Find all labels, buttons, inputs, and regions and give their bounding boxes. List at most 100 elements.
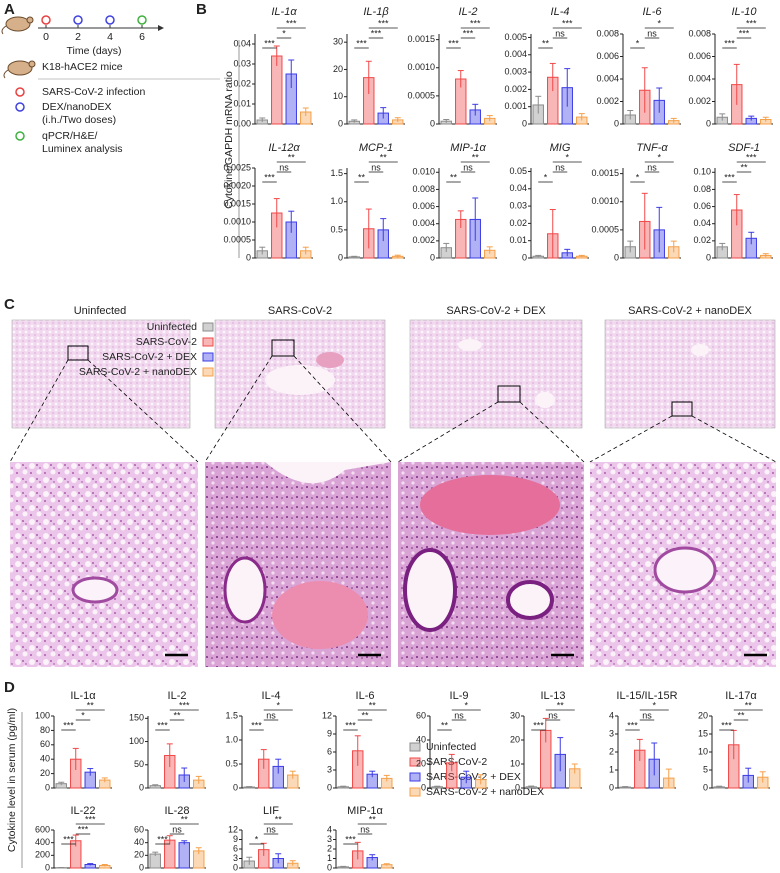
significance-label: *** <box>286 18 297 28</box>
y-tick-label: 20 <box>510 734 520 744</box>
y-tick-label: 20 <box>134 850 144 860</box>
significance-label: ns <box>555 28 565 38</box>
significance-label: *** <box>371 28 382 38</box>
y-tick-label: 15 <box>698 728 708 738</box>
y-tick-label: 0.08 <box>693 184 711 194</box>
y-tick-label: 1.0 <box>225 734 238 744</box>
legend-swatch <box>202 322 214 332</box>
y-tick-label: 0 <box>139 782 144 792</box>
timepoint-label: 6 <box>139 31 145 43</box>
significance-label: *** <box>562 18 573 28</box>
significance-label: * <box>255 834 259 844</box>
significance-label: *** <box>85 814 96 824</box>
significance-label: ns <box>172 824 182 834</box>
significance-label: ns <box>647 28 657 38</box>
y-tick-label: 3 <box>327 764 332 774</box>
significance-label: *** <box>264 172 275 182</box>
y-tick-label: 4 <box>609 710 614 720</box>
y-tick-label: 0 <box>430 118 435 128</box>
legend-marker <box>15 87 25 97</box>
y-tick-label: 0.03 <box>233 58 251 68</box>
y-tick-label: 0.01 <box>509 235 527 245</box>
y-tick-label: 0.006 <box>412 201 435 211</box>
y-tick-label: 0.06 <box>693 201 711 211</box>
chart-title: MCP-1 <box>359 142 393 154</box>
significance-label: *** <box>463 28 474 38</box>
y-tick-label: 0.004 <box>504 49 527 59</box>
y-tick-label: 0.004 <box>412 218 435 228</box>
significance-label: *** <box>448 38 459 48</box>
significance-label: *** <box>533 720 544 730</box>
y-tick-label: 20 <box>698 710 708 720</box>
y-tick-label: 0.002 <box>688 96 711 106</box>
legend-marker <box>15 131 25 141</box>
y-tick-label: 0 <box>327 782 332 792</box>
y-tick-label: 0.002 <box>412 235 435 245</box>
y-tick-label: 20 <box>333 64 343 74</box>
legend-swatch <box>409 787 421 797</box>
y-tick-label: 1 <box>327 853 332 863</box>
y-tick-label: 0.0010 <box>591 196 619 206</box>
y-tick-label: 3 <box>609 728 614 738</box>
chart-title: MIG <box>550 142 571 154</box>
y-tick-label: 9 <box>233 834 238 844</box>
chart-title: SDF-1 <box>728 142 760 154</box>
y-tick-label: 20 <box>40 768 50 778</box>
legend-label: SARS-CoV-2 + nanoDEX <box>426 786 544 798</box>
panel-label: D <box>4 679 15 696</box>
y-tick-label: 0 <box>233 782 238 792</box>
significance-label: ** <box>441 720 449 730</box>
significance-label: * <box>652 700 656 710</box>
timepoint-label: 4 <box>107 31 113 43</box>
y-tick-label: 0 <box>45 782 50 792</box>
image-title: SARS-CoV-2 <box>268 305 332 317</box>
y-tick-label: 2 <box>327 843 332 853</box>
y-tick-label: 0.0005 <box>591 224 619 234</box>
y-tick-label: 0 <box>703 782 708 792</box>
y-tick-label: 0.0005 <box>223 234 251 244</box>
significance-label: *** <box>78 824 89 834</box>
y-tick-label: 6 <box>233 843 238 853</box>
y-tick-label: 0.5 <box>225 758 238 768</box>
chart-title: IL-2 <box>168 690 187 702</box>
y-axis-label: Cytokine/GAPDH mRNA ratio <box>223 71 235 209</box>
y-tick-label: 0.04 <box>233 38 251 48</box>
significance-label: ** <box>181 814 189 824</box>
significance-label: *** <box>627 720 638 730</box>
y-tick-label: 60 <box>134 824 144 834</box>
y-tick-label: 0.0025 <box>223 162 251 172</box>
significance-label: * <box>636 38 640 48</box>
y-tick-label: 9 <box>327 728 332 738</box>
chart-title: LIF <box>263 805 279 817</box>
legend-marker <box>15 102 25 112</box>
y-tick-label: 0 <box>246 252 251 262</box>
image-title: SARS-CoV-2 + DEX <box>446 305 546 317</box>
chart-title: IL-28 <box>164 805 189 817</box>
y-tick-label: 60 <box>416 710 426 720</box>
panel-label: A <box>4 1 15 18</box>
chart-title: IL-1α <box>271 6 297 18</box>
significance-label: *** <box>63 720 74 730</box>
significance-label: *** <box>157 720 168 730</box>
chart-title: IL-4 <box>551 6 570 18</box>
significance-label: *** <box>721 720 732 730</box>
significance-label: *** <box>63 834 74 844</box>
y-tick-label: 0.0015 <box>223 198 251 208</box>
image-title: Uninfected <box>74 305 127 317</box>
significance-label: * <box>282 28 286 38</box>
legend-label: Luminex analysis <box>42 143 123 155</box>
chart-title: IL-1α <box>70 690 96 702</box>
y-tick-label: 0 <box>614 252 619 262</box>
y-tick-label: 2 <box>609 746 614 756</box>
chart-title: IL-15/IL-15R <box>616 690 677 702</box>
legend-label: SARS-CoV-2 infection <box>42 86 145 98</box>
significance-label: *** <box>356 38 367 48</box>
legend-swatch <box>202 367 214 377</box>
chart-title: TNF-α <box>636 142 668 154</box>
y-tick-label: 3 <box>327 834 332 844</box>
y-tick-label: 0.008 <box>688 28 711 38</box>
y-tick-label: 80 <box>40 725 50 735</box>
legend-swatch <box>409 742 421 752</box>
y-tick-label: 0.001 <box>504 101 527 111</box>
